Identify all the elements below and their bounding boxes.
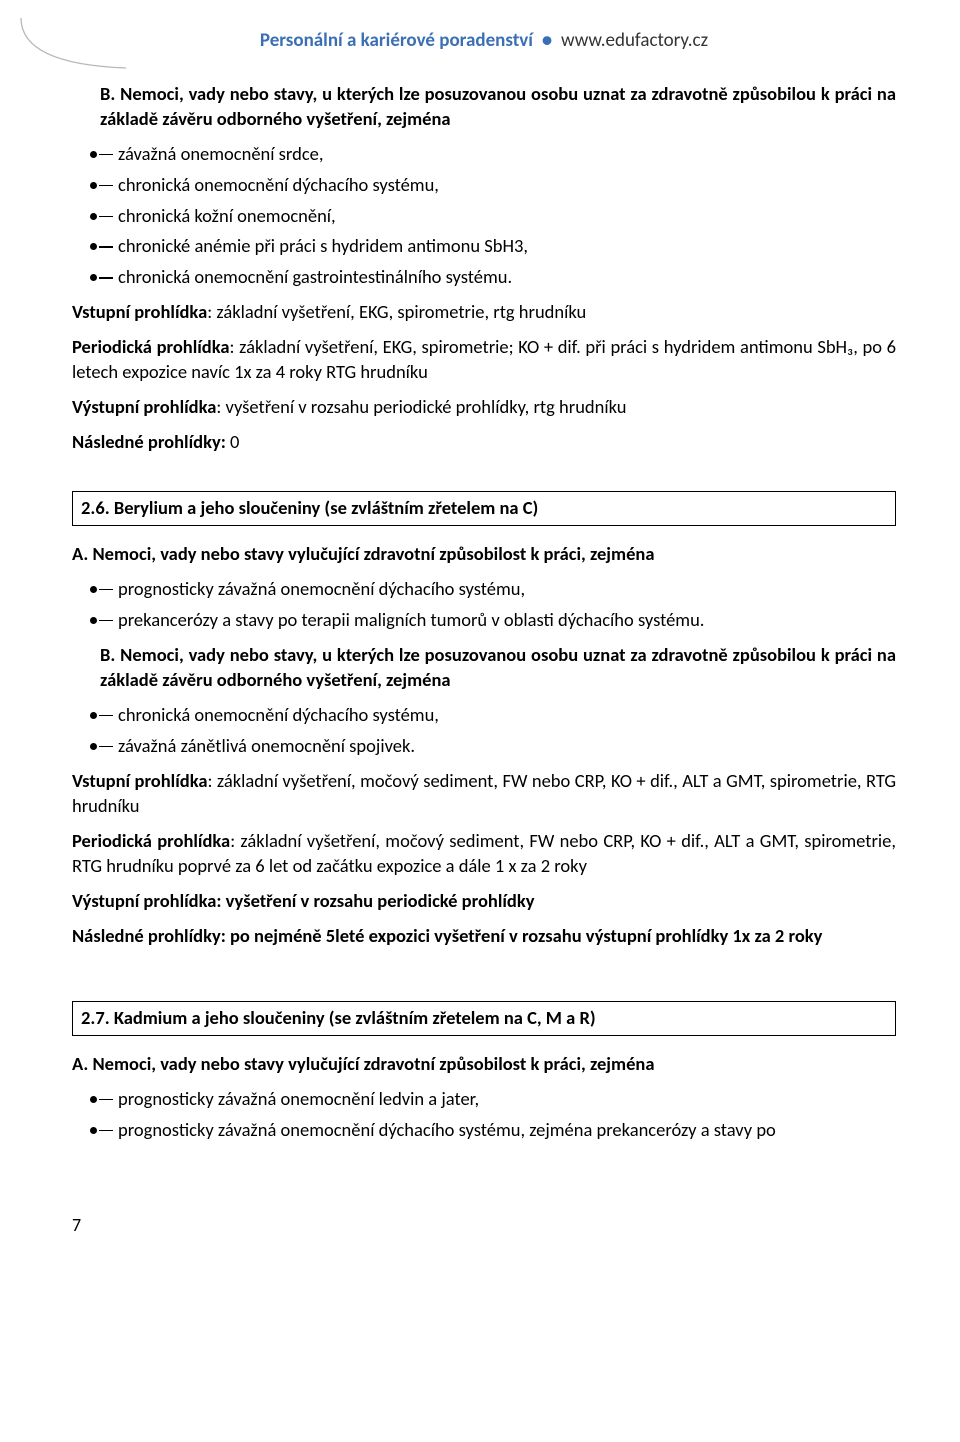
block-b1-lead: B. Nemoci, vady nebo stavy, u kterých lz… [72,82,896,132]
nasledne-label: Následné prohlídky: [72,430,226,453]
periodicka-label: Periodická prohlídka [72,829,230,852]
header-text: Personální a kariérové poradenství ● www… [72,28,896,54]
section-27-title-box: 2.7. Kadmium a jeho sloučeniny (se zvláš… [72,1001,896,1036]
section-26-b-lead: B. Nemoci, vady nebo stavy, u kterých lz… [72,643,896,693]
section-26-b-lead-text: B. Nemoci, vady nebo stavy, u kterých lz… [100,643,896,691]
vstupni-label: Vstupní prohlídka [72,769,207,792]
section-27-a-lead: A. Nemoci, vady nebo stavy vylučující zd… [72,1052,896,1077]
section-26-vystupni: Výstupní prohlídka: vyšetření v rozsahu … [72,889,896,914]
nasledne-prohlidky: Následné prohlídky: 0 [72,430,896,455]
vstupni-prohlidka: Vstupní prohlídka: základní vyšetření, E… [72,300,896,325]
section-26-periodicka: Periodická prohlídka: základní vyšetření… [72,829,896,879]
periodicka-prohlidka: Periodická prohlídka: základní vyšetření… [72,335,896,385]
vstupni-label: Vstupní prohlídka [72,300,207,323]
page-header: Personální a kariérové poradenství ● www… [72,28,896,54]
header-separator-icon: ● [537,29,556,52]
bullet-item: prognosticky závažná onemocnění ledvin a… [72,1087,896,1112]
header-brand: Personální a kariérové poradenství [260,29,533,52]
section-26-b-bullets: chronická onemocnění dýchacího systému, … [72,703,896,759]
bullet-item: prekancerózy a stavy po terapii maligníc… [72,608,896,633]
block-b1-lead-text: B. Nemoci, vady nebo stavy, u kterých lz… [100,82,896,130]
bullet-item: prognosticky závažná onemocnění dýchacíh… [72,577,896,602]
vstupni-text: : základní vyšetření, EKG, spirometrie, … [207,300,586,323]
section-27-a-bullets: prognosticky závažná onemocnění ledvin a… [72,1087,896,1143]
bullet-item: chronická kožní onemocnění, [72,204,896,229]
bullet-item: závažná zánětlivá onemocnění spojivek. [72,734,896,759]
periodicka-label: Periodická prohlídka [72,335,230,358]
section-26-nasledne: Následné prohlídky: po nejméně 5leté exp… [72,924,896,949]
bullet-item: chronická onemocnění dýchacího systému, [72,703,896,728]
nasledne-text: 0 [226,430,240,453]
section-26-title-box: 2.6. Berylium a jeho sloučeniny (se zvlá… [72,491,896,526]
nasledne-full: Následné prohlídky: po nejméně 5leté exp… [72,924,822,947]
bullet-item: chronická onemocnění gastrointestinálníh… [72,265,896,290]
bullet-item: závažná onemocnění srdce, [72,142,896,167]
section-26-a-lead: A. Nemoci, vady nebo stavy vylučující zd… [72,542,896,567]
bullet-item: prognosticky závažná onemocnění dýchacíh… [72,1118,896,1143]
vystupni-full: Výstupní prohlídka: vyšetření v rozsahu … [72,889,534,912]
vystupni-prohlidka: Výstupní prohlídka: vyšetření v rozsahu … [72,395,896,420]
section-26-a-bullets: prognosticky závažná onemocnění dýchacíh… [72,577,896,633]
section-26-a-lead-text: A. Nemoci, vady nebo stavy vylučující zd… [72,542,654,565]
bullet-item: chronické anémie při práci s hydridem an… [72,234,896,259]
section-26-vstupni: Vstupní prohlídka: základní vyšetření, m… [72,769,896,819]
header-url: www.edufactory.cz [561,29,708,52]
section-27-a-lead-text: A. Nemoci, vady nebo stavy vylučující zd… [72,1052,654,1075]
vystupni-label: Výstupní prohlídka [72,395,216,418]
bullet-item: chronická onemocnění dýchacího systému, [72,173,896,198]
page-number: 7 [72,1213,896,1237]
section-26-title: 2.6. Berylium a jeho sloučeniny (se zvlá… [81,496,538,519]
block-b1-bullets: závažná onemocnění srdce, chronická onem… [72,142,896,291]
section-27-title: 2.7. Kadmium a jeho sloučeniny (se zvláš… [81,1006,596,1029]
vystupni-text: : vyšetření v rozsahu periodické prohlíd… [216,395,626,418]
